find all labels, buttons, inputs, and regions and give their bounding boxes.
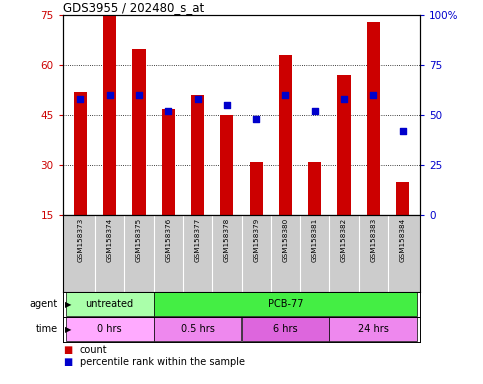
Bar (162, 109, 175, 215)
Point (164, 108, 172, 114)
Bar (103, 15, 116, 215)
Text: ▶: ▶ (65, 300, 71, 309)
Bar (191, 95, 204, 215)
Point (252, 116, 260, 122)
Text: time: time (36, 324, 58, 334)
Point (194, 96, 201, 102)
Text: ▶: ▶ (65, 325, 71, 334)
Bar (66, 317, 154, 341)
Bar (308, 162, 321, 215)
Text: percentile rank within the sample: percentile rank within the sample (80, 357, 245, 367)
Bar (66, 292, 154, 316)
Text: GSM158382: GSM158382 (341, 217, 347, 262)
Point (223, 102, 231, 108)
Text: count: count (80, 345, 107, 355)
Bar (242, 317, 329, 341)
Bar (279, 55, 292, 215)
Text: GSM158379: GSM158379 (253, 217, 259, 262)
Point (369, 92, 377, 98)
Point (106, 92, 114, 98)
Text: GSM158384: GSM158384 (399, 217, 406, 262)
Text: 0 hrs: 0 hrs (98, 324, 122, 334)
Text: GSM158377: GSM158377 (195, 217, 200, 262)
Bar (250, 162, 263, 215)
Point (135, 92, 143, 98)
Bar (329, 317, 417, 341)
Text: GSM158380: GSM158380 (283, 217, 288, 262)
Text: untreated: untreated (85, 299, 134, 310)
Bar (367, 22, 380, 215)
Bar (132, 49, 145, 215)
Text: GSM158374: GSM158374 (107, 217, 113, 262)
Point (76, 96, 84, 102)
Text: ■: ■ (63, 345, 72, 355)
Text: PCB-77: PCB-77 (268, 299, 303, 310)
Text: 0.5 hrs: 0.5 hrs (181, 324, 214, 334)
Bar (220, 115, 233, 215)
Text: GSM158375: GSM158375 (136, 217, 142, 262)
Bar (154, 292, 417, 316)
Text: GSM158383: GSM158383 (370, 217, 376, 262)
Point (399, 128, 407, 134)
Text: agent: agent (30, 299, 58, 310)
Text: GSM158378: GSM158378 (224, 217, 230, 262)
Text: 24 hrs: 24 hrs (358, 324, 389, 334)
Text: GSM158373: GSM158373 (77, 217, 84, 262)
Text: GSM158376: GSM158376 (165, 217, 171, 262)
Point (311, 108, 319, 114)
Bar (74, 92, 87, 215)
Text: 6 hrs: 6 hrs (273, 324, 298, 334)
Bar (338, 75, 351, 215)
Text: ■: ■ (63, 357, 72, 367)
Bar (154, 317, 242, 341)
Point (282, 92, 289, 98)
Text: GSM158381: GSM158381 (312, 217, 318, 262)
Bar (396, 182, 409, 215)
Text: GDS3955 / 202480_s_at: GDS3955 / 202480_s_at (63, 1, 204, 14)
Point (340, 96, 348, 102)
